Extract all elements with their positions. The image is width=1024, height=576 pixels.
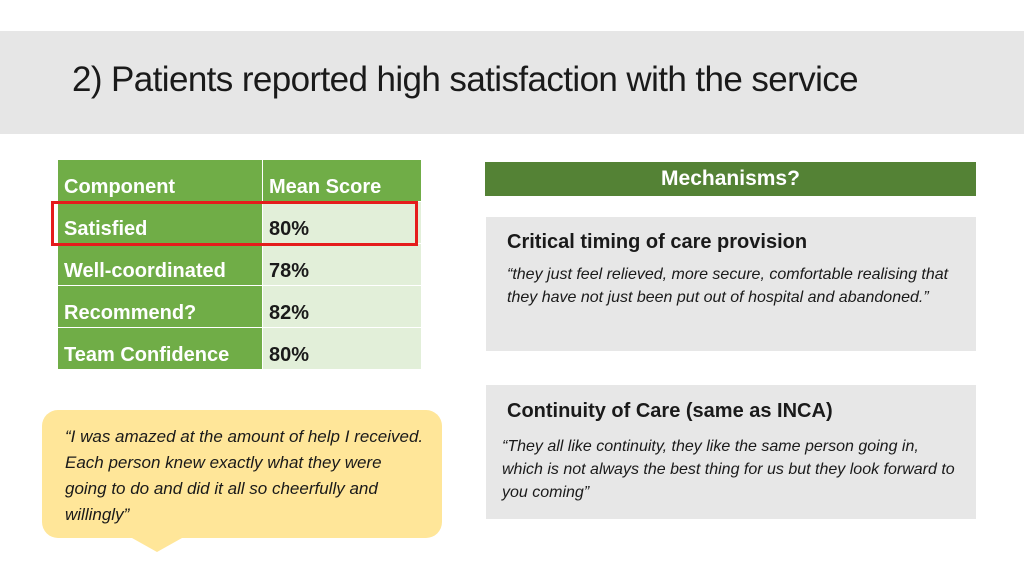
header-mean-score: Mean Score <box>262 159 422 202</box>
score-cell: 82% <box>262 285 422 328</box>
mechanisms-header: Mechanisms? <box>485 162 976 196</box>
highlight-box <box>51 201 418 246</box>
panel-quote: “They all like continuity, they like the… <box>502 438 955 501</box>
component-cell: Satisfied <box>57 201 263 244</box>
table-row: Satisfied 80% <box>57 201 422 244</box>
component-cell: Team Confidence <box>57 327 263 370</box>
panel-heading: Continuity of Care (same as INCA) <box>507 400 833 422</box>
quote-bubble: “I was amazed at the amount of help I re… <box>42 410 442 552</box>
slide-title: 2) Patients reported high satisfaction w… <box>72 60 859 99</box>
component-cell: Recommend? <box>57 285 263 328</box>
table-row: Well-coordinated 78% <box>57 243 422 286</box>
table-header-row: Component Mean Score <box>57 159 422 202</box>
mechanism-panel-timing: Critical timing of care provision “they … <box>486 217 976 351</box>
score-cell: 78% <box>262 243 422 286</box>
score-cell: 80% <box>262 327 422 370</box>
panel-heading: Critical timing of care provision <box>507 231 808 253</box>
score-cell: 80% <box>262 201 422 244</box>
title-band <box>0 31 1024 134</box>
header-component: Component <box>57 159 263 202</box>
panel-quote: “they just feel relieved, more secure, c… <box>507 266 949 306</box>
scores-table: Component Mean Score Satisfied 80% Well-… <box>57 159 422 370</box>
mechanism-panel-continuity: Continuity of Care (same as INCA) “They … <box>486 385 976 519</box>
table-row: Team Confidence 80% <box>57 327 422 370</box>
bubble-quote: “I was amazed at the amount of help I re… <box>65 427 424 524</box>
table-row: Recommend? 82% <box>57 285 422 328</box>
component-cell: Well-coordinated <box>57 243 263 286</box>
